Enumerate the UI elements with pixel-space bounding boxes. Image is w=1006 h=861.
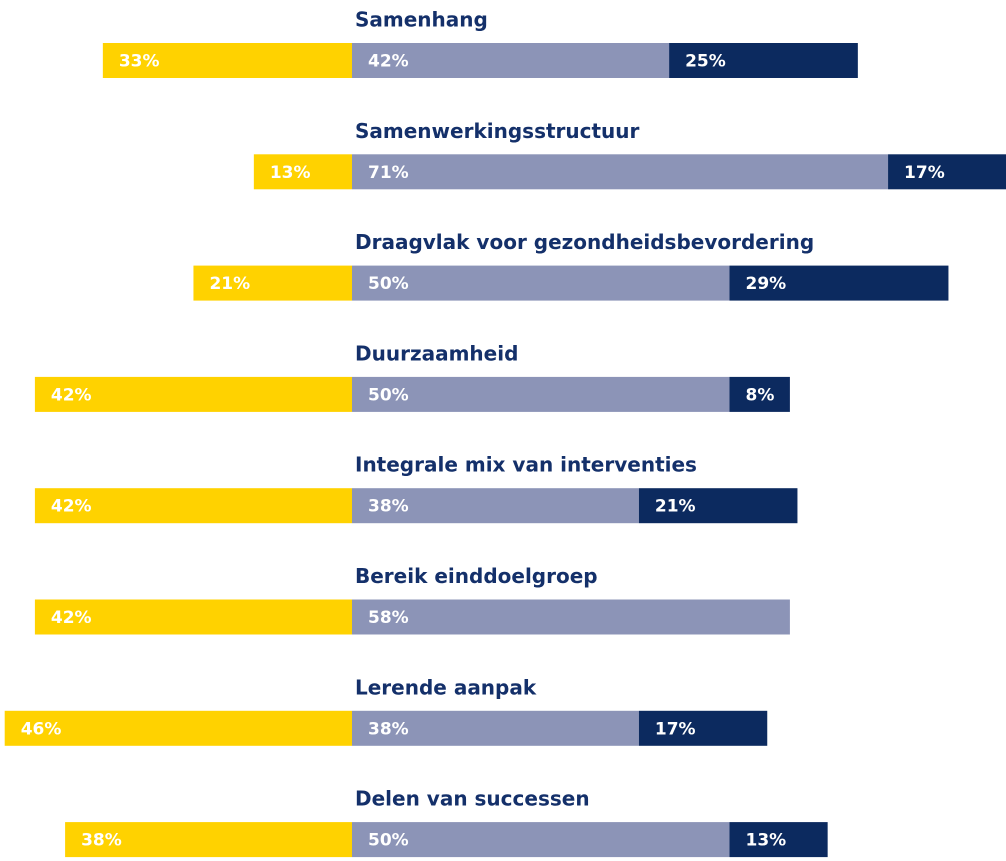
data-label: 50% [368, 274, 409, 294]
bar-segment [729, 822, 828, 858]
data-label: 58% [368, 608, 409, 628]
data-label: 50% [368, 831, 409, 851]
bar-segment [352, 154, 889, 190]
data-label: 46% [21, 719, 62, 739]
data-label: 38% [81, 831, 122, 851]
bar-segment [102, 43, 352, 78]
data-label: 8% [746, 385, 775, 405]
data-label: 50% [368, 385, 409, 405]
category-title: Bereik einddoelgroep [355, 564, 598, 588]
bar-segment [253, 154, 352, 190]
bar-segment [352, 376, 730, 412]
category-title: Lerende aanpak [355, 675, 537, 699]
data-label: 33% [119, 52, 160, 72]
data-label: 42% [368, 52, 409, 72]
bar-segment [352, 710, 639, 746]
data-label: 42% [51, 497, 92, 517]
data-label: 17% [655, 719, 696, 739]
bar-segment [34, 376, 353, 412]
bar-segment [34, 599, 353, 635]
bar-segment [352, 488, 639, 524]
category-title: Draagvlak voor gezondheidsbevordering [355, 230, 814, 254]
bar-segment [638, 710, 768, 746]
data-label: 21% [655, 497, 696, 517]
data-label: 13% [746, 831, 787, 851]
category-title: Delen van successen [355, 787, 590, 811]
bar-segment [193, 265, 352, 301]
bar-segment [352, 265, 730, 301]
data-label: 29% [746, 274, 787, 294]
bar-segment [352, 599, 790, 635]
bar-segment [352, 43, 670, 78]
bar-segment [4, 710, 352, 746]
bar-segment [669, 43, 858, 78]
data-label: 38% [368, 719, 409, 739]
data-label: 21% [209, 274, 250, 294]
category-title: Samenhang [355, 8, 488, 32]
data-label: 25% [685, 52, 726, 72]
data-label: 13% [270, 163, 311, 183]
data-label: 42% [51, 385, 92, 405]
data-label: 17% [904, 163, 945, 183]
data-label: 42% [51, 608, 92, 628]
category-title: Duurzaamheid [355, 341, 518, 365]
category-title: Samenwerkingsstructuur [355, 119, 640, 143]
bar-segment [729, 376, 790, 412]
bar-segment [888, 154, 1006, 190]
bar-segment [65, 822, 352, 858]
bar-segment [352, 822, 730, 858]
bar-segment [34, 488, 353, 524]
bar-segment [729, 265, 949, 301]
data-label: 38% [368, 497, 409, 517]
data-label: 71% [368, 163, 409, 183]
category-title: Integrale mix van interventies [355, 453, 697, 477]
bar-segment [638, 488, 798, 524]
